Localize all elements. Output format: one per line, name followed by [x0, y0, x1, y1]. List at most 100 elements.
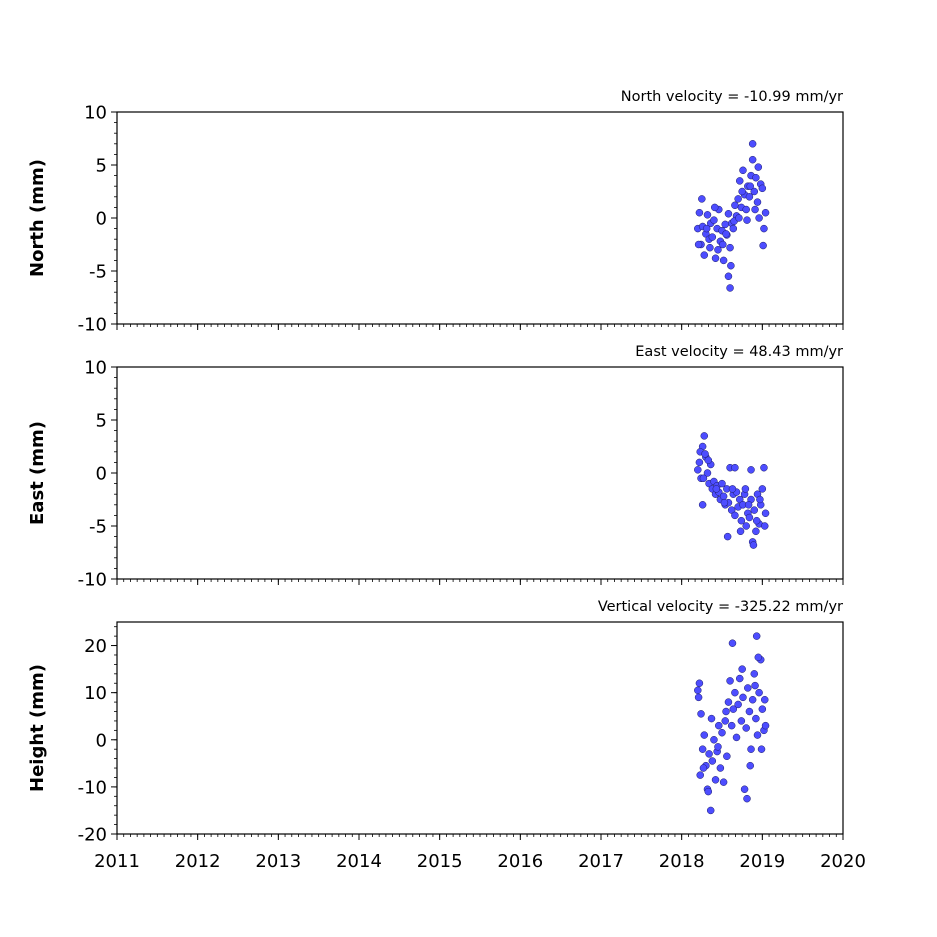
- height-data-point: [729, 705, 738, 713]
- east-data-point: [723, 532, 732, 541]
- height-data-point: [722, 707, 730, 716]
- north-data-point: [759, 241, 767, 250]
- east-data-point: [736, 527, 745, 536]
- east-data-point: [747, 466, 755, 474]
- north-data-point: [760, 224, 768, 233]
- east-data-point: [695, 458, 704, 467]
- north-data-point: [748, 155, 757, 164]
- north-y-tick-label-10: -10: [78, 315, 107, 336]
- north-data-point: [703, 211, 712, 219]
- north-data-point: [726, 243, 734, 252]
- height-data-point: [706, 806, 715, 815]
- height-data-point: [715, 721, 723, 730]
- east-velocity-title: East velocity = 48.43 mm/yr: [635, 344, 843, 360]
- height-data-point: [747, 745, 755, 753]
- north-data-point: [694, 240, 703, 249]
- east-data-point: [760, 463, 768, 472]
- north-data-point: [731, 201, 739, 210]
- north-data-point: [735, 214, 743, 222]
- height-data-point: [753, 731, 762, 739]
- north-data-point: [742, 205, 750, 214]
- north-data-point: [724, 272, 733, 281]
- height-x-tick-label-2018: 2018: [659, 851, 705, 872]
- north-data-point: [739, 166, 747, 175]
- height-data-point: [704, 787, 713, 796]
- height-data-point: [711, 776, 720, 784]
- height-y-tick-label-10: -10: [78, 777, 107, 798]
- north-velocity-title: North velocity = -10.99 mm/yr: [621, 89, 843, 105]
- height-x-tick-label-2019: 2019: [739, 851, 785, 872]
- height-data-point: [694, 686, 702, 695]
- height-data-point: [742, 724, 750, 732]
- north-data-point: [753, 198, 762, 206]
- north-data-point: [743, 216, 751, 224]
- east-data-point: [752, 527, 760, 536]
- east-data-point: [756, 495, 764, 504]
- north-y-tick-label-10: 10: [84, 103, 107, 124]
- east-y-tick-label-5: -5: [89, 517, 107, 538]
- east-data-point: [745, 513, 754, 522]
- height-data-point: [737, 717, 746, 725]
- east-data-point: [737, 516, 746, 525]
- north-data-point: [706, 243, 714, 252]
- north-data-point: [734, 195, 742, 203]
- height-data-point: [694, 693, 703, 702]
- height-data-point: [750, 670, 759, 678]
- east-data-point: [728, 485, 737, 493]
- east-data-point: [731, 463, 739, 472]
- height-data-point: [731, 688, 739, 697]
- north-data-point: [748, 140, 757, 148]
- height-x-tick-label-2011: 2011: [94, 851, 140, 872]
- height-data-point: [714, 743, 722, 751]
- east-y-tick-label-0: 0: [96, 464, 107, 485]
- north-data-point: [726, 284, 734, 292]
- north-data-point: [724, 210, 733, 218]
- east-data-point: [719, 492, 728, 501]
- height-data-point: [748, 695, 757, 704]
- north-data-point: [761, 208, 770, 217]
- height-data-point: [752, 632, 761, 640]
- height-data-point: [739, 693, 747, 702]
- height-data-point: [719, 778, 728, 786]
- north-y-tick-label-5: 5: [96, 156, 107, 177]
- east-data-point: [701, 450, 709, 458]
- east-data-point: [700, 432, 709, 440]
- north-data-point: [755, 214, 763, 222]
- north-data-point: [727, 261, 735, 270]
- north-data-point: [745, 193, 754, 201]
- east-data-point: [749, 541, 758, 549]
- east-data-point: [720, 498, 729, 507]
- east-data-point: [752, 516, 761, 525]
- north-data-point: [746, 182, 754, 190]
- height-x-tick-label-2020: 2020: [820, 851, 866, 872]
- height-y-tick-label-10: 10: [84, 683, 107, 704]
- height-y-axis-label: Height (mm): [27, 664, 48, 792]
- height-data-point: [721, 717, 729, 725]
- height-data-point: [761, 695, 769, 704]
- height-data-point: [740, 785, 749, 793]
- east-data-point: [704, 456, 713, 465]
- north-y-tick-label-5: -5: [89, 262, 107, 283]
- east-data-point: [699, 474, 708, 483]
- north-data-point: [710, 203, 719, 212]
- height-data-point: [743, 794, 751, 803]
- north-data-point: [711, 254, 720, 263]
- height-data-point: [707, 714, 716, 723]
- height-x-tick-label-2016: 2016: [497, 851, 543, 872]
- height-data-point: [698, 745, 707, 753]
- north-data-point: [698, 195, 706, 203]
- north-data-point: [735, 177, 744, 185]
- height-data-point: [695, 679, 704, 687]
- height-data-point: [761, 721, 770, 730]
- east-data-point: [750, 506, 759, 514]
- height-data-point: [727, 721, 736, 730]
- height-data-point: [718, 728, 726, 737]
- north-panel: North velocity = -10.99 mm/yr North (mm) 1…: [27, 89, 844, 336]
- north-data-point: [700, 251, 709, 259]
- east-data-point: [761, 522, 769, 530]
- east-y-tick-label-10: -10: [78, 570, 107, 591]
- east-y-axis-label: East (mm): [27, 421, 48, 525]
- east-data-point: [761, 509, 770, 518]
- east-data-point: [742, 522, 750, 530]
